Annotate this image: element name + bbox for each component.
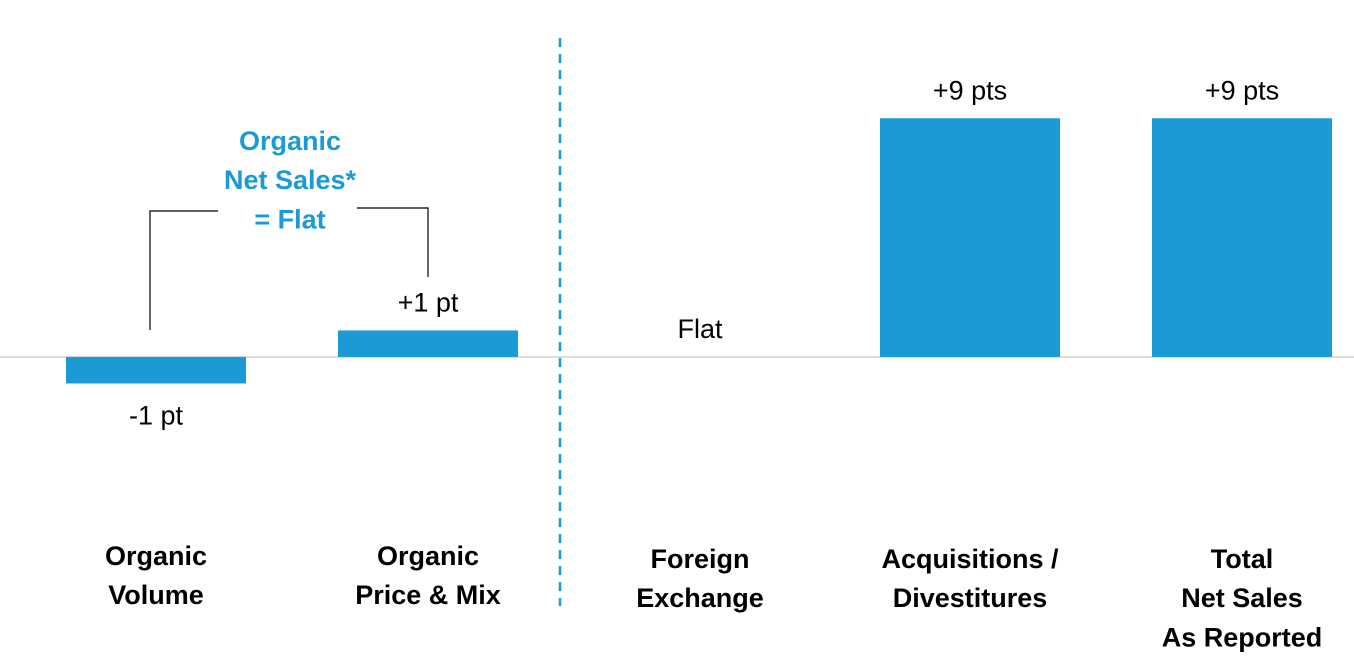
bar bbox=[1152, 118, 1332, 357]
value-label: -1 pt bbox=[129, 401, 184, 431]
x-tick-label: Organic Price & Mix bbox=[355, 541, 501, 610]
x-tick-label: Total Net Sales As Reported bbox=[1162, 544, 1323, 652]
bracket-right bbox=[357, 207, 429, 277]
value-label: +9 pts bbox=[1205, 75, 1279, 105]
bar bbox=[880, 118, 1060, 357]
bar bbox=[338, 330, 518, 357]
x-tick-label: Foreign Exchange bbox=[636, 544, 764, 613]
bar bbox=[66, 356, 246, 384]
value-label: Flat bbox=[677, 314, 723, 344]
bracket-left bbox=[149, 210, 218, 330]
value-label: +9 pts bbox=[933, 75, 1007, 105]
value-label: +1 pt bbox=[398, 288, 459, 318]
x-tick-label: Organic Volume bbox=[105, 541, 207, 610]
annotation: Organic Net Sales* = Flat bbox=[224, 126, 357, 234]
x-tick-label: Acquisitions / Divestitures bbox=[881, 544, 1059, 613]
